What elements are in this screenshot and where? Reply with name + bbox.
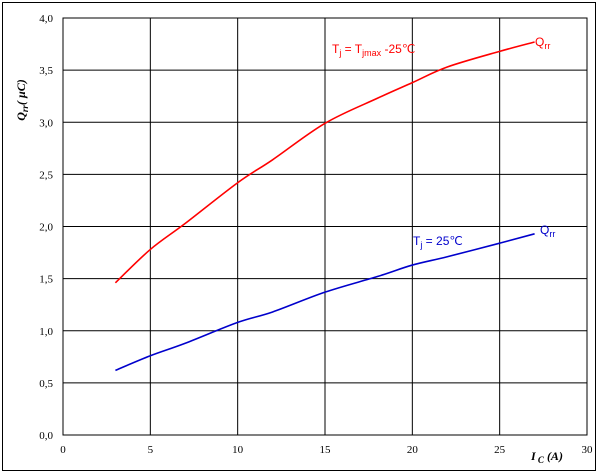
x-tick-label: 5 <box>148 444 154 456</box>
y-tick-label: 0,5 <box>39 378 53 390</box>
x-tick-label: 25 <box>494 444 506 456</box>
y-tick-label: 0,0 <box>39 430 53 442</box>
series-line-tj-max <box>114 41 535 284</box>
grid <box>63 18 587 435</box>
chart-frame <box>2 2 596 471</box>
x-tick-label: 15 <box>320 444 332 456</box>
y-axis-label: Qrr( µC) <box>14 79 30 121</box>
labels-layer: 0 5 10 15 20 25 30 0,0 0,5 1,0 1,5 2,0 2,5 3,0 3,5 4,0 <box>39 13 593 456</box>
annotation-hot-condition: Tj = Tjmax -25℃ <box>332 42 415 58</box>
axes <box>62 17 588 436</box>
annotation-room-condition: Tj = 25℃ <box>413 234 463 250</box>
y-tick-label: 3,0 <box>39 117 53 129</box>
y-tick-label: 1,5 <box>39 274 53 286</box>
y-tick-label: 2,0 <box>39 222 53 234</box>
plot-area-border <box>62 17 588 436</box>
x-tick-label: 10 <box>232 444 244 456</box>
series-label-qrr-room: Qrr <box>540 223 555 239</box>
series-line-tj-25 <box>115 233 535 372</box>
series-label-qrr-hot: Qrr <box>535 35 550 51</box>
x-tick-label: 20 <box>407 444 419 456</box>
y-tick-label: 1,0 <box>39 326 53 338</box>
x-tick-label: 30 <box>582 444 594 456</box>
series-layer <box>114 41 535 372</box>
x-tick-label: 0 <box>60 444 66 456</box>
y-tick-label: 3,5 <box>39 65 53 77</box>
y-tick-label: 2,5 <box>39 169 53 181</box>
y-tick-label: 4,0 <box>39 13 53 25</box>
x-axis-label: I C (A) <box>530 449 563 465</box>
